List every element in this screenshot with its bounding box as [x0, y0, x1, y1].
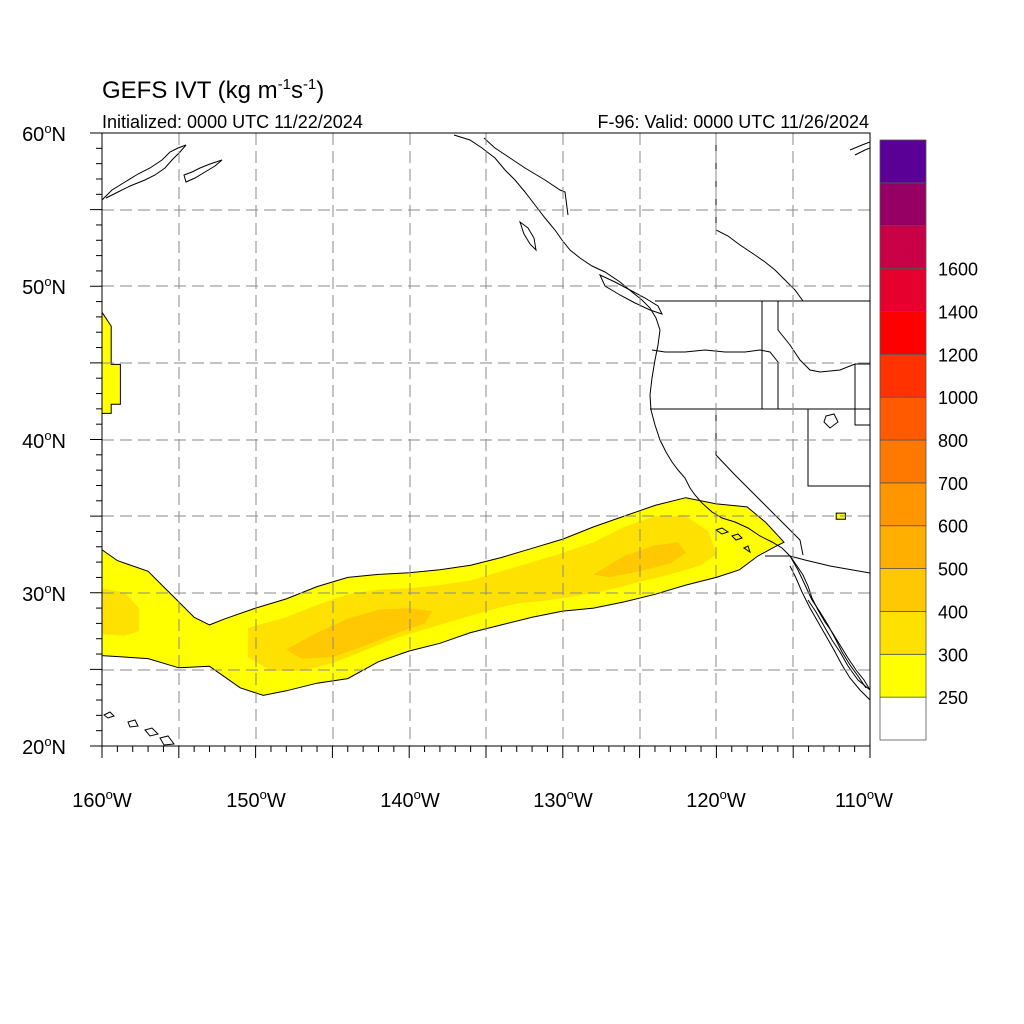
colorbar-label: 1600 — [938, 260, 978, 280]
alaska-coast — [102, 144, 187, 201]
colorbar-swatch — [879, 268, 927, 312]
map-title-main: GEFS IVT (kg m — [102, 77, 278, 104]
lon-label: 120oW — [686, 787, 746, 812]
colorbar-label: 300 — [938, 645, 968, 665]
border-ca-nv — [715, 409, 804, 556]
longitude-labels: 160oW 150oW 140oW 130oW 120oW 110oW — [72, 787, 893, 812]
lon-label: 150oW — [226, 787, 286, 812]
hawaii-islands — [103, 711, 175, 746]
map-plot-area — [102, 133, 870, 746]
border-bc-alberta — [715, 133, 804, 302]
kodiak-island — [183, 159, 223, 183]
colorbar-swatch — [879, 225, 927, 269]
valid-time-label: F-96: Valid: 0000 UTC 11/26/2024 — [598, 112, 870, 132]
colorbar-label: 500 — [938, 560, 968, 580]
colorbar-label: 400 — [938, 602, 968, 622]
great-salt-lake — [823, 413, 839, 429]
colorbar-label: 1000 — [938, 388, 978, 408]
lat-label: 50oN — [22, 274, 66, 299]
colorbar-swatch — [879, 653, 927, 698]
border-id — [761, 301, 870, 426]
axis-ticks — [90, 132, 871, 758]
map-title-unit-mid: s — [291, 77, 303, 104]
haida-gwaii — [519, 220, 537, 252]
ne-corner-coast — [849, 141, 870, 156]
political-borders — [483, 133, 870, 574]
lat-label: 40oN — [22, 428, 66, 453]
init-time-label: Initialized: 0000 UTC 11/22/2024 — [102, 112, 363, 132]
lon-label: 110oW — [835, 787, 893, 812]
colorbar-swatch — [879, 353, 927, 398]
lat-label: 30oN — [22, 581, 66, 606]
colorbar-swatch — [879, 568, 927, 612]
border-nv-ut — [807, 409, 870, 487]
colorbar-swatch — [879, 396, 927, 441]
lon-label: 130oW — [533, 787, 593, 812]
colorbar-swatch — [879, 525, 927, 569]
border-wa-or — [651, 349, 779, 409]
colorbar-label: 1200 — [938, 345, 978, 365]
colorbar-label: 600 — [938, 517, 968, 537]
colorbar-swatch — [879, 611, 927, 655]
map-title: GEFS IVT (kg m-1s-1) — [102, 76, 324, 104]
channel-islands — [714, 527, 751, 554]
colorbar-swatch — [879, 482, 927, 527]
colorbar: 250 300 400 500 600 700 800 1000 1200 1400 1600 — [879, 139, 978, 741]
colorbar-label: 1400 — [938, 302, 978, 322]
colorbar-swatch — [879, 182, 927, 227]
gulf-california — [807, 599, 870, 691]
colorbar-swatch — [879, 696, 927, 741]
colorbar-swatch — [879, 439, 927, 484]
lat-label: 60oN — [22, 121, 66, 146]
baja-peninsula — [789, 555, 870, 701]
colorbar-swatch — [879, 311, 927, 355]
colorbar-label: 700 — [938, 474, 968, 494]
colorbar-label: 250 — [938, 688, 968, 708]
coastlines — [102, 134, 870, 746]
vancouver-island — [598, 273, 663, 315]
ivt-contour-region-400 — [593, 542, 686, 578]
ivt-contour-region-400 — [286, 608, 433, 659]
colorbar-swatch — [879, 139, 927, 184]
border-ak-canada — [483, 137, 569, 216]
lon-label: 140oW — [380, 787, 440, 812]
map-title-exp2: -1 — [303, 76, 316, 93]
lon-label: 160oW — [72, 787, 132, 812]
lat-label: 20oN — [22, 734, 66, 759]
colorbar-label: 800 — [938, 431, 968, 451]
map-title-close: ) — [316, 77, 324, 104]
map-gridlines — [102, 133, 870, 746]
border-us-mexico — [765, 555, 870, 574]
ivt-contour-region-300 — [102, 588, 139, 636]
map-title-exp1: -1 — [278, 76, 291, 93]
latitude-labels: 60oN 50oN 40oN 30oN 20oN — [22, 121, 66, 759]
